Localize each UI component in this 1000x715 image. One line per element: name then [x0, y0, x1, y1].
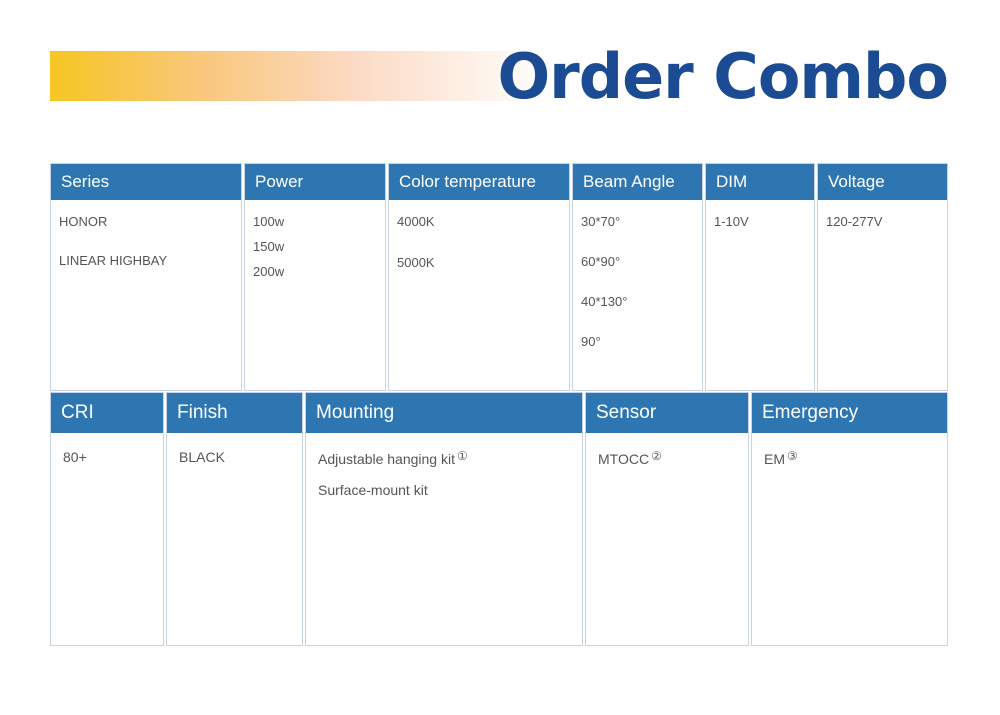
value-item: 30*70°: [581, 214, 620, 229]
page-title: Order Combo: [497, 40, 949, 113]
value-item: Surface-mount kit: [318, 482, 428, 498]
value-text: 120-277V: [826, 214, 883, 229]
footnote-marker: ①: [457, 449, 468, 463]
column-header: Power: [245, 164, 385, 200]
column-header: Series: [51, 164, 241, 200]
footnote-marker: ②: [651, 449, 662, 463]
column-color-temperature: Color temperature 4000K 5000K: [388, 163, 570, 391]
value-text: LINEAR HIGHBAY: [59, 253, 168, 268]
value-item: 40*130°: [581, 294, 627, 309]
value-item: 60*90°: [581, 254, 620, 269]
column-header: Voltage: [818, 164, 947, 200]
value-text: 30*70°: [581, 214, 621, 229]
column-sensor: Sensor MTOCC ②: [585, 392, 749, 646]
column-header: CRI: [51, 393, 163, 433]
value-item: 1-10V: [714, 214, 749, 229]
value-text: 80+: [63, 449, 87, 465]
value-item: 4000K: [397, 214, 435, 229]
column-header: Mounting: [306, 393, 582, 433]
column-header: Color temperature: [389, 164, 569, 200]
value-text: 150w: [253, 239, 285, 254]
value-item: 5000K: [397, 255, 435, 270]
value-text: 60*90°: [581, 254, 621, 269]
value-text: MTOCC: [598, 451, 650, 467]
column-header: Sensor: [586, 393, 748, 433]
value-text: Surface-mount kit: [318, 482, 428, 498]
column-emergency: Emergency EM ③: [751, 392, 948, 646]
column-power: Power 100w 150w 200w: [244, 163, 386, 391]
column-header: DIM: [706, 164, 814, 200]
value-item: 100w: [253, 214, 284, 229]
value-item: Adjustable hanging kit ①: [318, 449, 468, 467]
column-dim: DIM 1-10V: [705, 163, 815, 391]
gradient-banner: [50, 51, 550, 101]
value-text: HONOR: [59, 214, 108, 229]
value-item: EM ③: [764, 449, 798, 467]
column-header: Emergency: [752, 393, 947, 433]
column-series: Series HONOR LINEAR HIGHBAY: [50, 163, 242, 391]
value-item: 90°: [581, 334, 601, 349]
footnote-marker: ③: [787, 449, 798, 463]
value-text: 4000K: [397, 214, 435, 229]
value-text: 40*130°: [581, 294, 628, 309]
value-text: 5000K: [397, 255, 435, 270]
value-item: 200w: [253, 264, 284, 279]
value-text: Adjustable hanging kit: [318, 451, 455, 467]
value-item: 120-277V: [826, 214, 882, 229]
column-header: Beam Angle: [573, 164, 702, 200]
column-finish: Finish BLACK: [166, 392, 303, 646]
column-beam-angle: Beam Angle 30*70° 60*90° 40*130° 90°: [572, 163, 703, 391]
value-text: 100w: [253, 214, 285, 229]
value-text: EM: [764, 451, 785, 467]
value-item: HONOR: [59, 214, 107, 229]
value-text: 200w: [253, 264, 285, 279]
value-text: 90°: [581, 334, 601, 349]
value-item: MTOCC ②: [598, 449, 662, 467]
column-cri: CRI 80+: [50, 392, 164, 646]
value-item: LINEAR HIGHBAY: [59, 253, 167, 268]
value-item: BLACK: [179, 449, 225, 465]
column-header: Finish: [167, 393, 302, 433]
value-item: 80+: [63, 449, 87, 465]
value-item: 150w: [253, 239, 284, 254]
value-text: 1-10V: [714, 214, 749, 229]
column-mounting: Mounting Adjustable hanging kit ① Surface-m…: [305, 392, 583, 646]
value-text: BLACK: [179, 449, 225, 465]
column-voltage: Voltage 120-277V: [817, 163, 948, 391]
